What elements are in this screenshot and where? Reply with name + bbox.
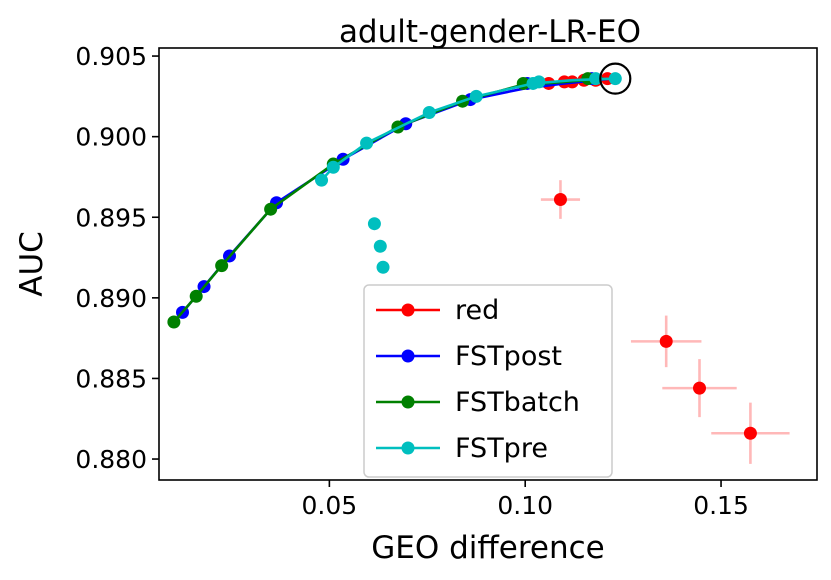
- data-point: [376, 260, 390, 274]
- y-tick-label: 0.895: [75, 203, 147, 232]
- legend-label: red: [455, 295, 499, 326]
- legend-label: FSTpre: [455, 433, 548, 464]
- data-point: [608, 72, 622, 86]
- data-point: [189, 289, 203, 303]
- data-point: [422, 105, 436, 119]
- legend-marker: [401, 303, 415, 317]
- legend-label: FSTbatch: [455, 387, 580, 418]
- data-point: [373, 239, 387, 253]
- y-tick-label: 0.905: [75, 42, 147, 71]
- legend-marker: [401, 441, 415, 455]
- data-point: [367, 217, 381, 231]
- y-tick-label: 0.890: [75, 284, 147, 313]
- data-point: [315, 173, 329, 187]
- data-point: [360, 136, 374, 150]
- x-tick-label: 0.10: [497, 491, 553, 520]
- plot-area: [167, 62, 790, 464]
- x-tick-label: 0.05: [302, 491, 358, 520]
- x-tick-label: 0.15: [693, 491, 749, 520]
- highlight-circle: [599, 62, 632, 95]
- axes-frame: [158, 47, 818, 481]
- data-point: [589, 72, 603, 86]
- data-point: [264, 202, 278, 216]
- series-FSTpre: [315, 72, 622, 274]
- legend: red FSTpost FSTbatch FSTpre: [363, 284, 613, 478]
- series-FSTpost: [176, 72, 612, 319]
- legend-item-FSTbatch: FSTbatch: [376, 387, 580, 418]
- data-point-outlier: [659, 334, 673, 348]
- legend-label: FSTpost: [455, 341, 562, 372]
- series-line-FSTpost: [181, 77, 612, 314]
- legend-item-FSTpost: FSTpost: [376, 341, 562, 372]
- data-point: [469, 89, 483, 103]
- y-tick-label: 0.900: [75, 123, 147, 152]
- data-point-outlier: [693, 381, 706, 395]
- data-point: [532, 75, 546, 89]
- y-tick-label: 0.885: [75, 364, 147, 393]
- y-axis-label: AUC: [14, 231, 50, 297]
- legend-item-FSTpre: FSTpre: [376, 433, 548, 464]
- legend-item-red: red: [376, 295, 499, 326]
- data-point: [167, 315, 181, 329]
- x-axis-label: GEO difference: [371, 530, 604, 566]
- y-tick-label: 0.880: [75, 445, 147, 474]
- chart-title: adult-gender-LR-EO: [339, 14, 641, 50]
- legend-frame: [363, 284, 613, 478]
- data-point-outlier: [743, 426, 757, 440]
- legend-marker: [401, 395, 415, 409]
- legend-marker: [401, 349, 415, 363]
- y-axis: 0.880 0.885 0.890 0.895 0.900 0.905: [75, 42, 159, 474]
- data-point: [215, 259, 229, 273]
- data-point-outlier: [553, 193, 567, 207]
- x-axis: 0.05 0.10 0.15: [302, 480, 749, 520]
- series-line-FSTpre: [320, 77, 616, 182]
- data-point: [326, 160, 340, 174]
